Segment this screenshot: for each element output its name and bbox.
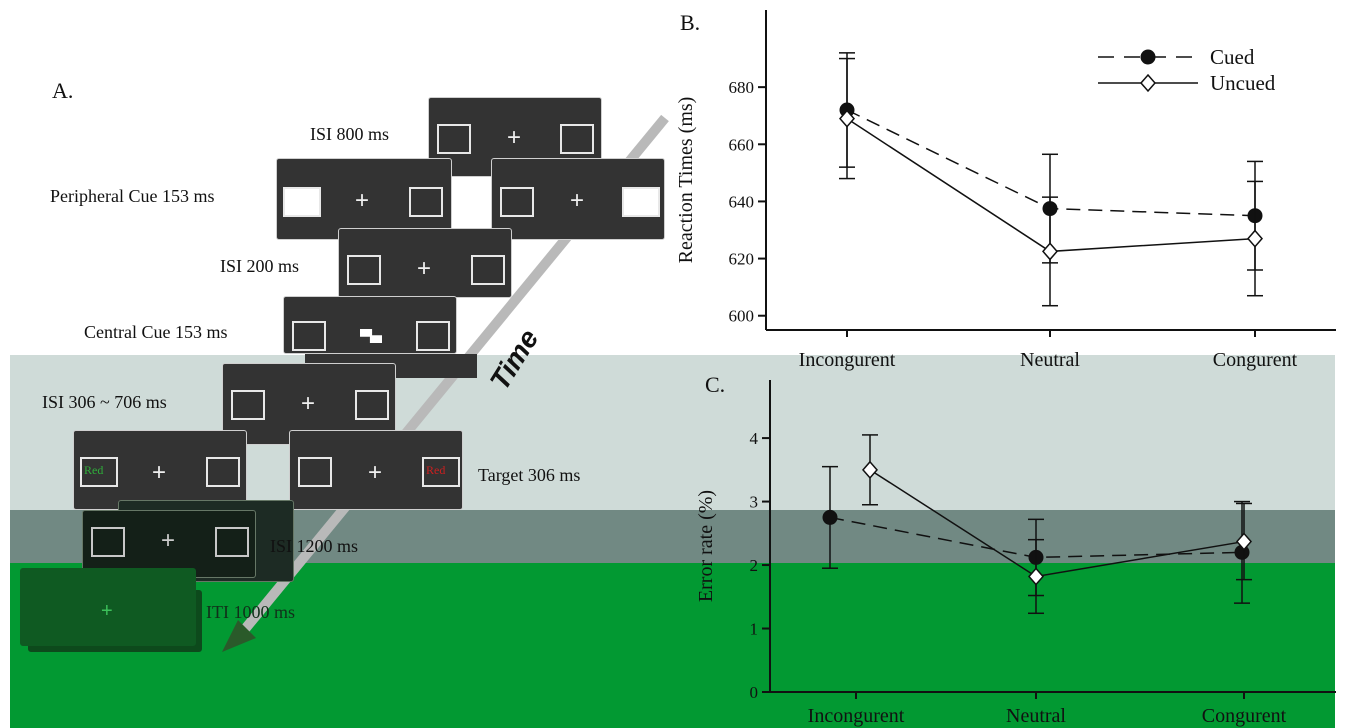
right-box <box>355 390 389 420</box>
panel-a-label: A. <box>52 78 74 103</box>
fixation-cross: + <box>301 390 316 417</box>
step-label-target: Target 306 ms <box>478 465 581 485</box>
x-tick-label: Neutral <box>1020 349 1080 371</box>
panel-b-label: B. <box>680 10 701 35</box>
x-tick-label: Incongurent <box>799 349 896 371</box>
step-label-peripheral-cue: Peripheral Cue 153 ms <box>50 186 215 206</box>
x-tick-label: Congurent <box>1213 349 1298 371</box>
right-box <box>416 321 450 351</box>
point-uncued <box>1247 229 1263 248</box>
y-tick-label: 2 <box>750 556 759 575</box>
right-box <box>560 124 594 154</box>
screen-iti: + <box>20 568 196 646</box>
y-tick-label: 660 <box>729 135 755 154</box>
legend-label-cued: Cued <box>1210 45 1255 69</box>
point-uncued <box>1028 567 1044 586</box>
point-uncued <box>862 460 878 479</box>
screen-target-right: + Red <box>289 430 463 510</box>
y-tick-label: 4 <box>750 429 759 448</box>
y-tick-label: 640 <box>729 192 755 211</box>
step-label-isi-800: ISI 800 ms <box>310 124 390 144</box>
screen-cue-left: + <box>276 158 452 240</box>
step-label-isi-200: ISI 200 ms <box>220 256 300 276</box>
y-tick-label: 1 <box>750 620 759 639</box>
y-tick-label: 680 <box>729 78 755 97</box>
point-uncued <box>1236 532 1252 551</box>
fixation-cross: + <box>152 459 167 486</box>
fixation-cross: + <box>570 187 585 214</box>
y-tick-label: 0 <box>750 683 759 702</box>
y-axis-label: Reaction Times (ms) <box>675 97 697 264</box>
panel-c-label: C. <box>705 372 726 397</box>
left-box-cued <box>283 187 321 217</box>
step-label-isi-1200: ISI 1200 ms <box>270 536 359 556</box>
target-word-left: Red <box>84 463 104 477</box>
right-box <box>206 457 240 487</box>
y-tick-label: 600 <box>729 307 755 326</box>
y-tick-label: 620 <box>729 250 755 269</box>
y-tick-label: 3 <box>750 493 759 512</box>
y-axis-label: Error rate (%) <box>695 490 717 602</box>
legend-marker-uncued <box>1140 73 1156 93</box>
screen-cue-right: + <box>491 158 665 240</box>
series-line-uncued <box>869 469 1245 578</box>
point-cued <box>822 509 838 525</box>
target-word-right: Red <box>426 463 446 477</box>
legend-label-uncued: Uncued <box>1210 71 1276 95</box>
screen-target-left: Red + <box>73 430 247 510</box>
screen-isi-1200: + <box>82 510 256 578</box>
left-box <box>437 124 471 154</box>
step-label-isi-306-706: ISI 306 ~ 706 ms <box>42 392 167 412</box>
step-label-iti: ITI 1000 ms <box>206 602 295 622</box>
legend-marker-cued <box>1140 49 1156 65</box>
right-box <box>215 527 249 557</box>
x-tick-label: Incongurent <box>808 705 905 727</box>
left-box <box>292 321 326 351</box>
right-box <box>471 255 505 285</box>
step-label-central-cue: Central Cue 153 ms <box>84 322 228 342</box>
fixation-cross: + <box>368 459 383 486</box>
left-box <box>298 457 332 487</box>
left-box <box>347 255 381 285</box>
right-box-target <box>422 457 460 487</box>
fixation-cross: + <box>507 124 522 151</box>
point-uncued <box>1042 242 1058 261</box>
fixation-cross: + <box>355 187 370 214</box>
left-box <box>91 527 125 557</box>
time-arrow-head <box>222 620 256 652</box>
left-box-target <box>80 457 118 487</box>
left-box <box>231 390 265 420</box>
fixation-cross: + <box>417 255 432 282</box>
x-tick-label: Neutral <box>1006 705 1066 727</box>
fixation-cross: + <box>101 600 113 622</box>
right-box-cued <box>622 187 660 217</box>
x-tick-label: Congurent <box>1202 705 1287 727</box>
right-box <box>409 187 443 217</box>
point-uncued <box>839 109 855 128</box>
left-box <box>500 187 534 217</box>
fixation-cross: + <box>161 527 176 554</box>
screen-central-cue <box>283 296 457 354</box>
